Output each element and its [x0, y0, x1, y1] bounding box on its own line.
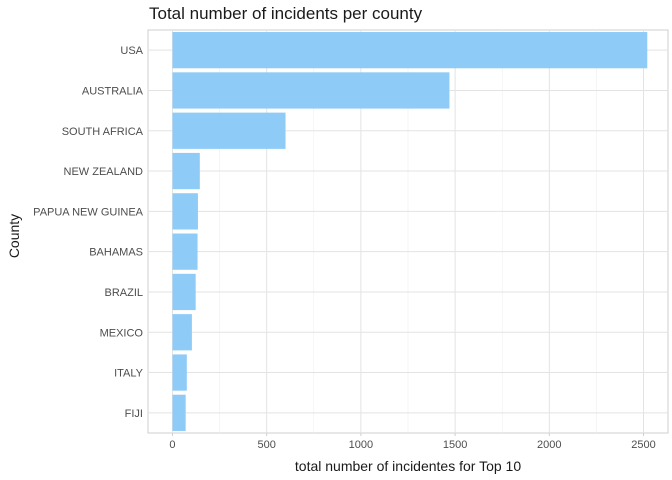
x-tick-label: 500: [258, 439, 276, 451]
y-tick-label: BAHAMAS: [89, 247, 143, 259]
bar-bahamas: [172, 233, 198, 270]
x-tick-label: 0: [169, 439, 175, 451]
x-axis-title: total number of incidentes for Top 10: [294, 458, 522, 474]
y-tick-label: SOUTH AFRICA: [62, 126, 144, 138]
x-tick-label: 1000: [349, 439, 373, 451]
bar-italy: [172, 354, 187, 391]
bar-south-africa: [172, 112, 286, 149]
bar-usa: [172, 32, 648, 69]
x-tick-label: 2500: [631, 439, 655, 451]
x-tick-label: 2000: [537, 439, 561, 451]
bar-brazil: [172, 273, 196, 311]
y-tick-label: PAPUA NEW GUINEA: [33, 206, 143, 218]
y-tick-label: BRAZIL: [104, 287, 143, 299]
bar-fiji: [172, 394, 186, 431]
bar-new-zealand: [172, 152, 200, 190]
y-axis-title: County: [6, 213, 22, 259]
y-tick-label: AUSTRALIA: [82, 85, 144, 97]
y-tick-label: FIJI: [125, 408, 143, 420]
chart-title: Total number of incidents per county: [149, 4, 423, 23]
bar-papua-new-guinea: [172, 193, 198, 230]
y-tick-label: USA: [120, 45, 143, 57]
y-tick-label: MEXICO: [100, 327, 144, 339]
x-tick-label: 1500: [443, 439, 467, 451]
bar-australia: [172, 72, 450, 109]
y-tick-label: ITALY: [114, 368, 144, 380]
y-tick-label: NEW ZEALAND: [64, 166, 144, 178]
bar-mexico: [172, 314, 192, 351]
